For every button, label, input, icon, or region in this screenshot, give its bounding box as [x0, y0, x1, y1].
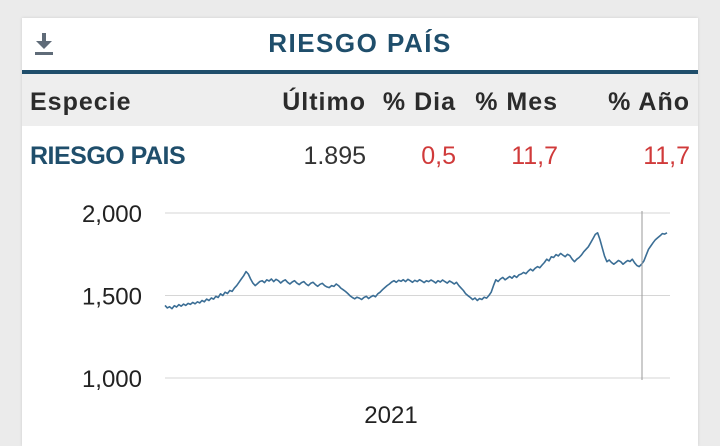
column-header-mes: % Mes: [475, 88, 558, 116]
riesgo-pais-chart[interactable]: 1,000 1,500 2,000 2021: [22, 188, 698, 446]
x-tick-label: 2021: [364, 402, 417, 429]
series-line: [164, 232, 668, 310]
column-header-ultimo: Último: [282, 88, 366, 116]
widget-header: RIESGO PAÍS: [22, 18, 698, 70]
column-header-dia: % Dia: [382, 88, 456, 116]
y-tick-label: 1,000: [82, 366, 142, 393]
row-dia: 0,5: [421, 142, 456, 170]
row-especie[interactable]: RIESGO PAIS: [30, 142, 186, 170]
column-header-especie: Especie: [30, 88, 132, 116]
download-icon[interactable]: [33, 31, 55, 57]
table-header: Especie Último % Dia % Mes % Año: [22, 74, 698, 126]
row-anio: 11,7: [643, 142, 690, 170]
header-divider: [22, 70, 698, 74]
column-header-anio: % Año: [608, 88, 690, 116]
riesgo-pais-widget: RIESGO PAÍS Especie Último % Dia % Mes %…: [22, 18, 698, 446]
table-row[interactable]: RIESGO PAIS 1.895 0,5 11,7 11,7: [22, 128, 698, 182]
row-ultimo: 1.895: [303, 142, 366, 170]
widget-title: RIESGO PAÍS: [268, 28, 452, 58]
y-tick-label: 2,000: [82, 201, 142, 228]
row-mes: 11,7: [511, 142, 558, 170]
y-tick-label: 1,500: [82, 284, 142, 311]
